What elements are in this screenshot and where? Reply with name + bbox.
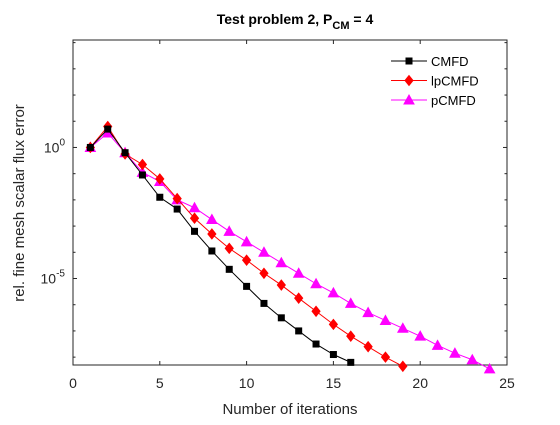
data-point-diamond <box>155 173 165 185</box>
data-point-square <box>121 149 129 157</box>
data-point-diamond <box>241 254 252 266</box>
data-point-diamond <box>224 242 234 255</box>
data-point-diamond <box>346 330 356 342</box>
data-point-diamond <box>189 212 200 225</box>
x-tick-label: 0 <box>69 375 77 391</box>
data-point-square <box>243 282 251 290</box>
data-point-triangle <box>344 297 357 308</box>
title-suffix: = 4 <box>350 11 374 27</box>
data-point-square <box>191 227 199 235</box>
data-point-diamond <box>259 267 269 280</box>
data-point-triangle <box>275 256 288 268</box>
data-point-square <box>156 193 164 201</box>
legend-entry-pcmfd: pCMFD <box>391 93 476 108</box>
data-point-triangle <box>466 353 479 365</box>
legend-entry-cmfd: CMFD <box>391 54 469 69</box>
series-lpcmfd <box>85 120 408 373</box>
legend-label: CMFD <box>431 54 469 69</box>
data-point-square <box>225 265 233 273</box>
data-point-diamond <box>398 360 408 373</box>
data-point-diamond <box>311 305 321 318</box>
series-group <box>84 120 496 374</box>
data-point-square <box>277 314 285 322</box>
x-tick-label: 5 <box>156 375 164 391</box>
x-axis-ticks: 0 5 10 15 20 25 <box>69 40 515 391</box>
data-point-triangle <box>403 93 415 105</box>
data-point-triangle <box>258 246 270 257</box>
data-point-triangle <box>188 201 201 213</box>
y-tick-exponent: -5 <box>56 269 65 280</box>
data-point-square <box>347 358 355 366</box>
data-point-triangle <box>449 347 461 358</box>
data-point-square <box>173 205 181 213</box>
data-point-square <box>312 340 320 348</box>
series-line <box>89 128 351 363</box>
data-point-triangle <box>292 267 305 278</box>
x-tick-label: 20 <box>412 375 428 391</box>
data-point-diamond <box>294 292 304 304</box>
data-point-square <box>260 299 268 307</box>
y-tick-base: 10 <box>44 139 60 155</box>
data-point-triangle <box>414 330 427 341</box>
x-tick-label: 25 <box>499 375 515 391</box>
legend: CMFD lpCMFD pCMFD <box>386 49 498 115</box>
y-tick-label: 10-5 <box>41 269 66 287</box>
legend-label: lpCMFD <box>431 74 479 89</box>
series-cmfd <box>86 125 355 366</box>
data-point-square <box>295 327 303 335</box>
data-point-diamond <box>404 74 414 87</box>
chart-title: Test problem 2, PCM = 4 <box>217 11 374 32</box>
data-point-diamond <box>363 340 373 353</box>
title-subscript: CM <box>332 20 349 32</box>
data-point-diamond <box>137 158 148 171</box>
data-point-square <box>138 171 146 179</box>
data-point-triangle <box>379 314 392 325</box>
x-tick-label: 15 <box>326 375 342 391</box>
data-point-square <box>208 247 216 255</box>
data-point-triangle <box>431 339 444 350</box>
data-point-triangle <box>240 235 253 247</box>
y-tick-label: 100 <box>44 137 66 155</box>
data-point-triangle <box>223 225 236 236</box>
x-axis-label: Number of iterations <box>222 401 357 418</box>
data-point-triangle <box>483 362 496 374</box>
legend-label: pCMFD <box>431 93 476 108</box>
data-point-diamond <box>172 192 182 205</box>
data-point-diamond <box>276 279 286 291</box>
data-point-square <box>405 57 413 65</box>
data-point-square <box>104 125 112 133</box>
data-point-diamond <box>328 318 339 331</box>
y-tick-base: 10 <box>41 271 57 287</box>
x-tick-label: 10 <box>239 375 255 391</box>
y-axis-label: rel. fine mesh scalar flux error <box>11 104 28 302</box>
data-point-triangle <box>327 286 340 298</box>
data-point-triangle <box>206 213 218 225</box>
data-point-square <box>329 351 337 359</box>
title-main: Test problem 2, P <box>217 11 333 27</box>
data-point-triangle <box>396 322 409 333</box>
legend-entry-lpcmfd: lpCMFD <box>391 74 479 89</box>
data-point-diamond <box>207 228 217 240</box>
data-point-diamond <box>380 351 391 363</box>
data-point-square <box>86 143 94 151</box>
y-tick-exponent: 0 <box>59 137 65 148</box>
data-point-triangle <box>362 306 374 318</box>
data-point-triangle <box>310 277 322 289</box>
